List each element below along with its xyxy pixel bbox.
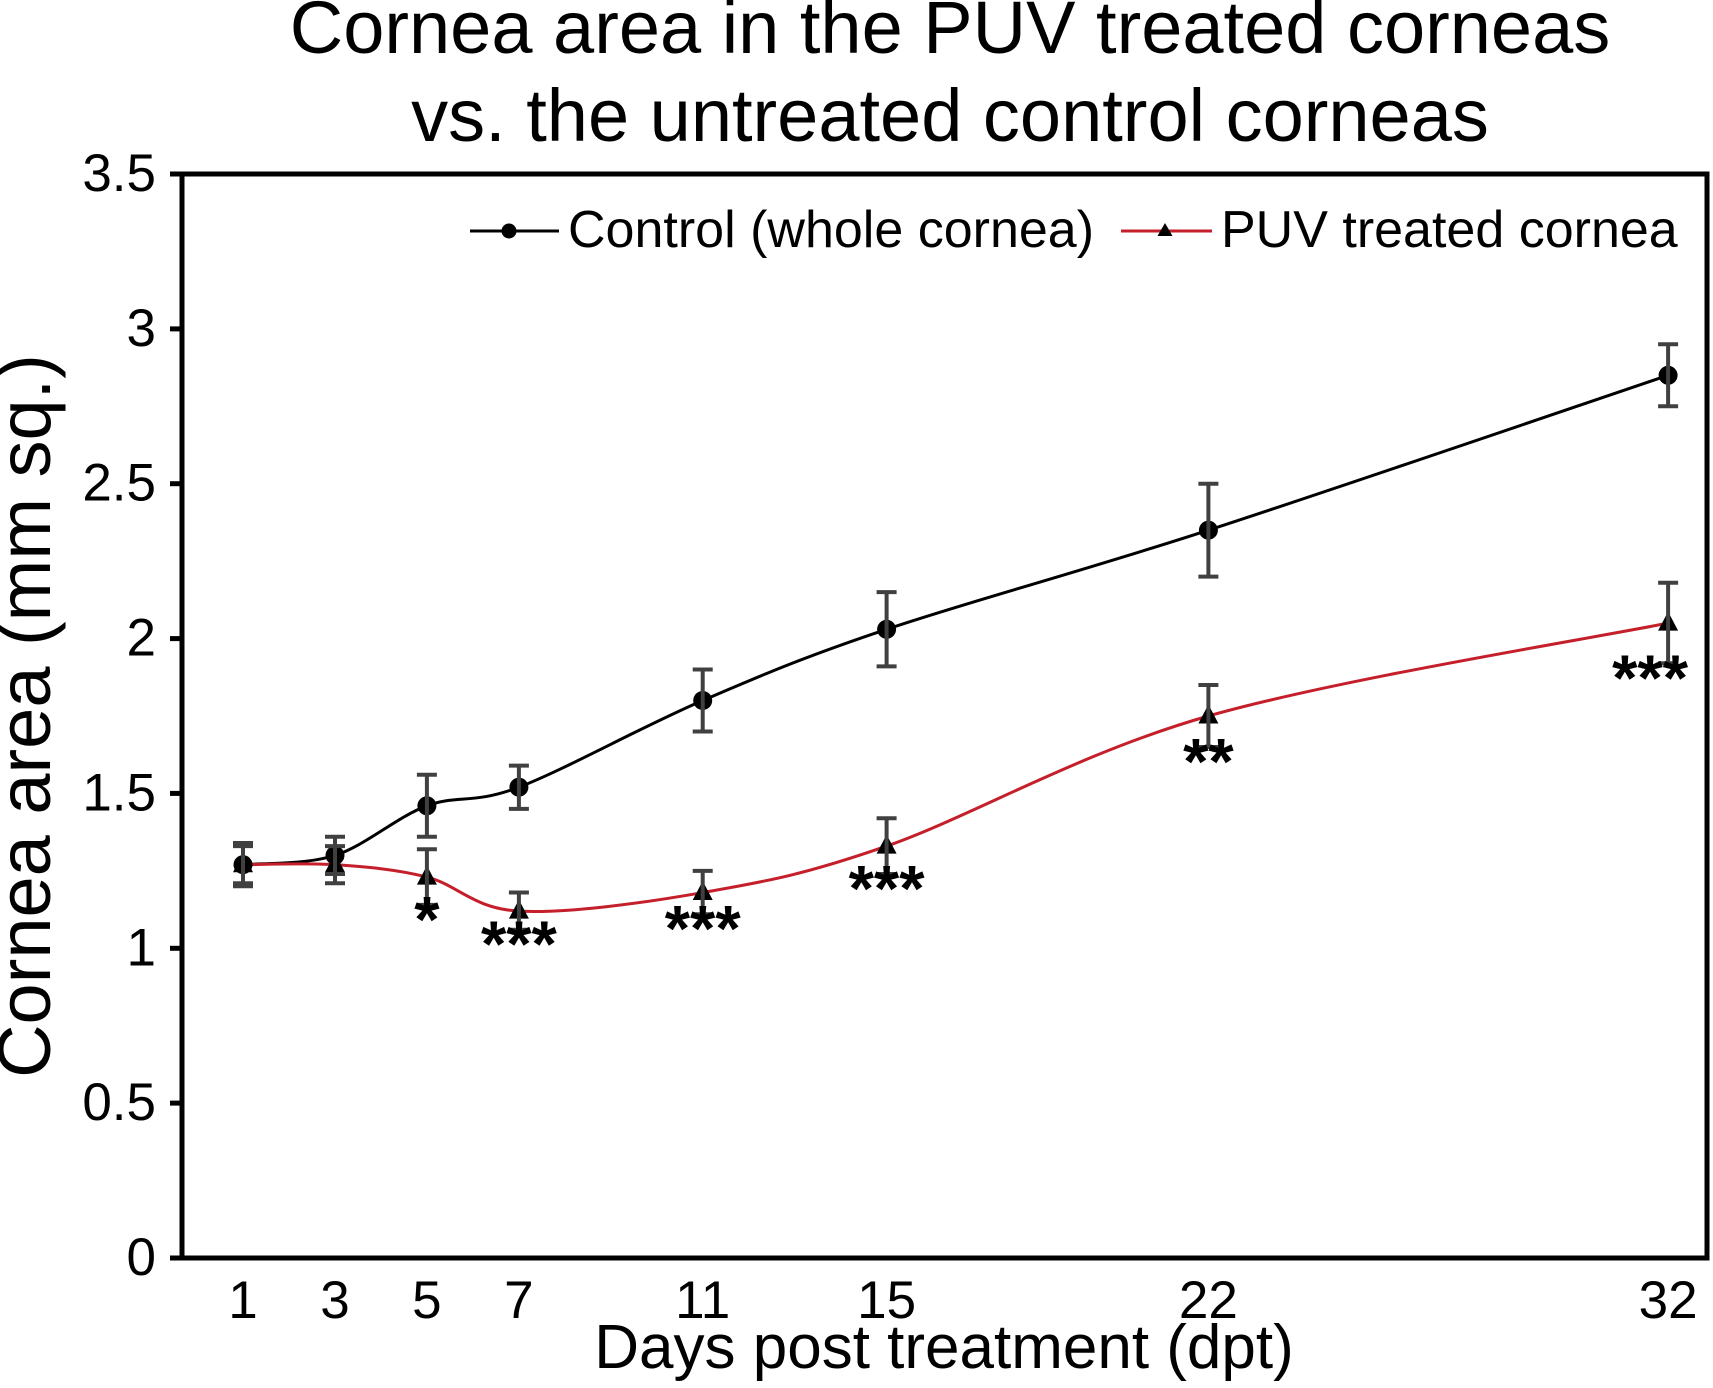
svg-text:***: *** [1612,641,1689,714]
svg-text:3.5: 3.5 [82,144,156,203]
svg-text:15: 15 [857,1271,916,1330]
svg-text:7: 7 [504,1271,533,1330]
svg-text:**: ** [1183,725,1234,798]
svg-text:1: 1 [127,918,156,977]
svg-text:5: 5 [412,1271,441,1330]
svg-text:0: 0 [127,1228,156,1287]
svg-text:1.5: 1.5 [82,763,156,822]
svg-text:2: 2 [127,609,156,668]
svg-text:3: 3 [127,299,156,358]
svg-text:*: * [414,883,440,956]
svg-text:PUV treated cornea: PUV treated cornea [1221,201,1678,259]
svg-text:1: 1 [228,1271,257,1330]
svg-text:***: *** [665,892,742,965]
svg-text:Control (whole cornea): Control (whole cornea) [568,201,1094,259]
svg-text:Cornea area (mm sq.): Cornea area (mm sq.) [0,354,66,1078]
svg-text:0.5: 0.5 [82,1073,156,1132]
svg-text:2.5: 2.5 [82,454,156,513]
svg-text:vs. the untreated control corn: vs. the untreated control corneas [411,74,1489,157]
svg-text:Cornea area in the PUV treated: Cornea area in the PUV treated corneas [290,0,1610,69]
svg-text:32: 32 [1639,1271,1698,1330]
svg-text:***: *** [481,908,558,981]
svg-text:3: 3 [320,1271,349,1330]
svg-text:11: 11 [675,1271,730,1330]
svg-text:22: 22 [1179,1271,1238,1330]
svg-text:***: *** [849,852,926,925]
